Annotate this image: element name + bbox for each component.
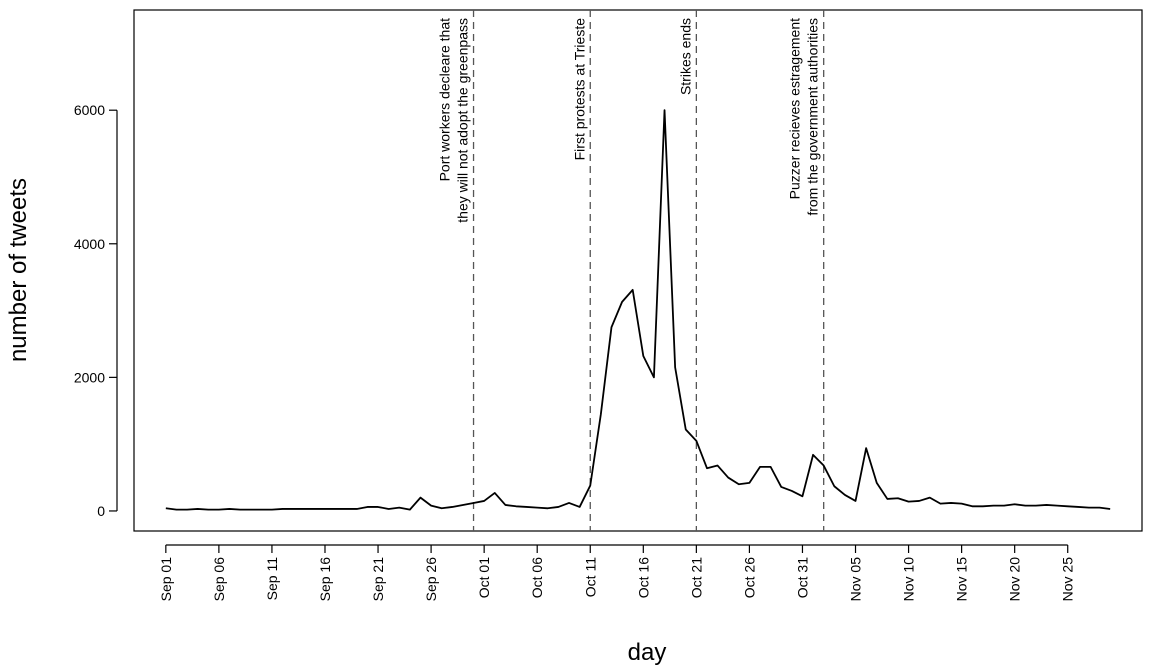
x-tick-label: Sep 11 — [264, 557, 280, 601]
series-group — [165, 109, 1111, 511]
x-tick-label: Sep 26 — [423, 557, 439, 602]
y-tick-label: 0 — [97, 503, 105, 519]
x-tick-label: Oct 06 — [529, 557, 545, 598]
annotation-labels: Port workers decleare that they will not … — [437, 18, 821, 223]
y-tick-label: 2000 — [74, 369, 105, 385]
y-axis-title: number of tweets — [5, 178, 32, 362]
x-axis-title: day — [628, 639, 667, 666]
x-axis: Sep 01 Sep 06 Sep 11 Sep 16 Sep 21 Sep 26 Oct … — [158, 544, 1076, 602]
y-axis: 0 2000 4000 6000 — [74, 102, 118, 519]
x-tick-label: Nov 05 — [848, 557, 864, 602]
x-tick-label: Oct 01 — [476, 557, 492, 598]
x-tick-label: Oct 16 — [635, 557, 651, 598]
annotation-label: Port workers decleare that — [437, 18, 453, 182]
annotation-label: Puzzer recieves estragement — [787, 18, 803, 199]
x-tick-label: Nov 25 — [1060, 557, 1076, 602]
x-tick-label: Nov 10 — [901, 557, 917, 602]
x-tick-label: Oct 11 — [582, 557, 598, 597]
annotation-label: from the government authorities — [805, 18, 821, 216]
annotation-label: First protests at Trieste — [571, 18, 587, 161]
x-tick-label: Nov 15 — [954, 557, 970, 602]
x-tick-label: Oct 31 — [794, 557, 810, 598]
x-tick-label: Sep 16 — [317, 557, 333, 602]
x-tick-label: Oct 21 — [688, 557, 704, 598]
x-tick-label: Sep 06 — [211, 557, 227, 602]
annotation-lines — [472, 10, 825, 531]
x-tick-label: Oct 26 — [741, 557, 757, 598]
series-line — [165, 109, 1111, 511]
y-tick-label: 6000 — [74, 102, 105, 118]
annotation-label: they will not adopt the greenpass — [455, 18, 471, 223]
x-tick-label: Sep 01 — [158, 557, 174, 602]
y-tick-label: 4000 — [74, 236, 105, 252]
annotation-label: Strikes ends — [677, 18, 693, 95]
x-tick-label: Sep 21 — [370, 557, 386, 602]
plot-frame — [133, 9, 1143, 532]
x-tick-label: Nov 20 — [1007, 557, 1023, 602]
